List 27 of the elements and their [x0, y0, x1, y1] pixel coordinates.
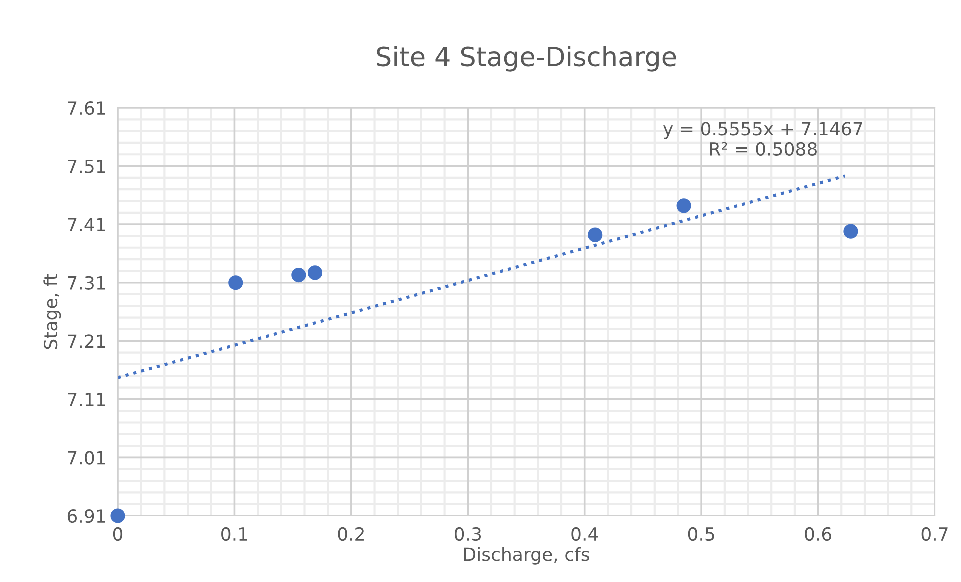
point	[308, 266, 323, 280]
point	[676, 198, 692, 214]
y-tick-label: 7.11	[68, 393, 106, 406]
x-tick-label: 0.5	[688, 527, 714, 542]
y-tick-label: 7.21	[68, 334, 106, 348]
point	[228, 276, 244, 290]
y-tick-label: 7.01	[68, 451, 106, 465]
annotation: y = 0.5555x + 7.1467 R² = 0.5088	[664, 122, 862, 156]
y-tick-label: 6.91	[68, 509, 106, 524]
x-axis-title: Discharge, cfs	[464, 547, 590, 565]
chart-title: Site 4 Stage-Discharge	[377, 46, 676, 72]
y-tick-label: 7.61	[68, 101, 106, 116]
y-tick-label: 7.41	[68, 218, 106, 232]
x-tick-label: 0.6	[805, 527, 832, 542]
x-tick-label: 0.7	[922, 527, 948, 542]
y-axis-title: Stage, ft	[44, 274, 62, 350]
x-tick-label: 0.2	[338, 527, 364, 542]
x-tick-label: 0	[113, 527, 123, 542]
point	[292, 268, 306, 283]
x-tick-label: 0.4	[572, 527, 598, 542]
point	[110, 508, 126, 524]
point	[844, 224, 858, 239]
y-tick-label: 7.51	[68, 160, 106, 174]
y-tick-label: 7.31	[68, 276, 106, 290]
x-tick-label: 0.3	[454, 527, 482, 542]
x-tick-label: 0.1	[222, 527, 248, 542]
point	[588, 228, 603, 242]
